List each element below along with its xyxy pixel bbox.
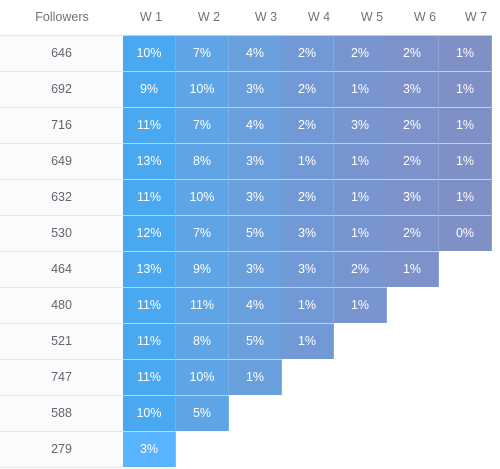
header-week-6: W 6	[413, 10, 437, 24]
table-header-row: Followers W 1 W 2 W 3 W 4 W 5 W 6 W 7	[0, 0, 500, 35]
followers-cell: 480	[0, 287, 123, 323]
retention-cell: 1%	[386, 251, 439, 287]
retention-cell: 2%	[386, 107, 439, 143]
retention-cell: 9%	[123, 71, 176, 107]
retention-cell: 2%	[386, 35, 439, 71]
followers-cell: 632	[0, 179, 123, 215]
retention-cell: 1%	[334, 143, 387, 179]
table-row: 747 11% 10% 1%	[0, 359, 500, 395]
retention-cell: 3%	[123, 431, 176, 467]
retention-cell: 11%	[123, 107, 176, 143]
retention-cell: 10%	[123, 35, 176, 71]
retention-cell: 8%	[176, 323, 229, 359]
retention-cell: 7%	[176, 107, 229, 143]
followers-cell: 530	[0, 215, 123, 251]
retention-cell: 1%	[334, 179, 387, 215]
retention-cell: 1%	[439, 107, 492, 143]
retention-cell: 1%	[439, 71, 492, 107]
retention-cell: 11%	[123, 323, 176, 359]
retention-cell: 3%	[281, 251, 334, 287]
retention-cell: 4%	[229, 107, 282, 143]
followers-cell: 521	[0, 323, 123, 359]
retention-cell: 2%	[281, 71, 334, 107]
retention-cell: 5%	[229, 215, 282, 251]
retention-cell: 1%	[281, 323, 334, 359]
retention-cell: 11%	[176, 287, 229, 323]
retention-cell: 5%	[176, 395, 229, 431]
retention-cell: 11%	[123, 179, 176, 215]
table-row: 646 10% 7% 4% 2% 2% 2% 1%	[0, 35, 500, 71]
table-row: 716 11% 7% 4% 2% 3% 2% 1%	[0, 107, 500, 143]
retention-cell: 3%	[334, 107, 387, 143]
retention-cell: 4%	[229, 35, 282, 71]
followers-cell: 692	[0, 71, 123, 107]
retention-cell: 1%	[439, 143, 492, 179]
followers-cell: 747	[0, 359, 123, 395]
retention-cell: 2%	[281, 35, 334, 71]
header-week-5: W 5	[360, 10, 384, 24]
followers-cell: 716	[0, 107, 123, 143]
retention-cell: 3%	[229, 179, 282, 215]
retention-cell: 3%	[386, 179, 439, 215]
retention-cell: 1%	[439, 179, 492, 215]
retention-cell: 11%	[123, 359, 176, 395]
retention-cell: 10%	[176, 179, 229, 215]
retention-cell: 2%	[281, 179, 334, 215]
table-row: 464 13% 9% 3% 3% 2% 1%	[0, 251, 500, 287]
retention-cell: 2%	[281, 107, 334, 143]
retention-cell: 10%	[176, 71, 229, 107]
retention-cell: 10%	[123, 395, 176, 431]
retention-cell: 7%	[176, 35, 229, 71]
retention-cell: 1%	[229, 359, 282, 395]
header-week-3: W 3	[254, 10, 278, 24]
retention-cell: 0%	[439, 215, 492, 251]
retention-cell: 1%	[439, 35, 492, 71]
table-row: 632 11% 10% 3% 2% 1% 3% 1%	[0, 179, 500, 215]
table-row: 480 11% 11% 4% 1% 1%	[0, 287, 500, 323]
retention-cell: 4%	[229, 287, 282, 323]
header-followers: Followers	[35, 10, 89, 24]
table-row: 521 11% 8% 5% 1%	[0, 323, 500, 359]
retention-cell: 1%	[281, 287, 334, 323]
table-row: 530 12% 7% 5% 3% 1% 2% 0%	[0, 215, 500, 251]
followers-cell: 464	[0, 251, 123, 287]
retention-cell: 11%	[123, 287, 176, 323]
retention-cell: 3%	[281, 215, 334, 251]
retention-cell: 10%	[176, 359, 229, 395]
header-week-2: W 2	[197, 10, 221, 24]
retention-cell: 3%	[229, 71, 282, 107]
retention-cell: 13%	[123, 251, 176, 287]
header-week-7: W 7	[464, 10, 488, 24]
retention-cell: 2%	[334, 251, 387, 287]
table-row: 588 10% 5%	[0, 395, 500, 431]
retention-cell: 2%	[386, 143, 439, 179]
retention-cell: 8%	[176, 143, 229, 179]
retention-cell: 5%	[229, 323, 282, 359]
retention-cell: 2%	[334, 35, 387, 71]
retention-cell: 1%	[281, 143, 334, 179]
table-row: 692 9% 10% 3% 2% 1% 3% 1%	[0, 71, 500, 107]
retention-cell: 7%	[176, 215, 229, 251]
retention-cell: 3%	[229, 251, 282, 287]
table-row: 649 13% 8% 3% 1% 1% 2% 1%	[0, 143, 500, 179]
retention-cell: 1%	[334, 71, 387, 107]
retention-cell: 13%	[123, 143, 176, 179]
followers-cell: 646	[0, 35, 123, 71]
followers-cell: 588	[0, 395, 123, 431]
retention-cell: 3%	[386, 71, 439, 107]
followers-cell: 649	[0, 143, 123, 179]
retention-cell: 1%	[334, 287, 387, 323]
header-week-4: W 4	[307, 10, 331, 24]
retention-cell: 3%	[229, 143, 282, 179]
table-row: 279 3%	[0, 431, 500, 468]
retention-cell: 9%	[176, 251, 229, 287]
retention-cell: 1%	[334, 215, 387, 251]
header-week-1: W 1	[139, 10, 163, 24]
retention-cell: 12%	[123, 215, 176, 251]
followers-cell: 279	[0, 431, 123, 468]
retention-cell: 2%	[386, 215, 439, 251]
